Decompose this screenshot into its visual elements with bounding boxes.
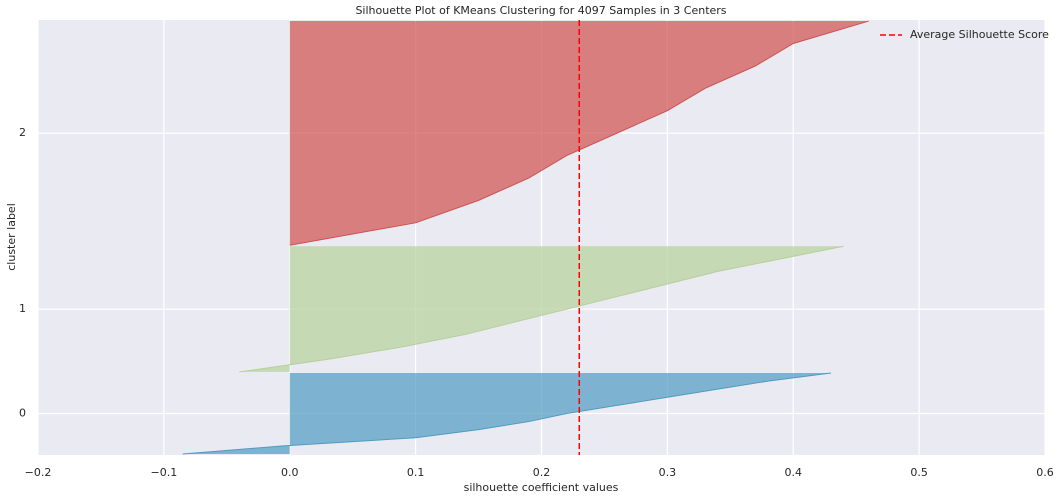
cluster-profile bbox=[239, 245, 844, 373]
y-tick-label: 1 bbox=[19, 302, 26, 315]
x-tick-label: 0.6 bbox=[1036, 466, 1054, 479]
x-tick-label: 0.3 bbox=[659, 466, 677, 479]
cluster-profile bbox=[289, 20, 869, 246]
chart-title: Silhouette Plot of KMeans Clustering for… bbox=[355, 4, 726, 17]
x-tick-label: 0.1 bbox=[407, 466, 425, 479]
x-tick-label: 0.4 bbox=[785, 466, 803, 479]
x-tick-label: 0.5 bbox=[910, 466, 928, 479]
y-tick-label: 0 bbox=[19, 406, 26, 419]
y-tick-label: 2 bbox=[19, 126, 26, 139]
x-axis-label: silhouette coefficient values bbox=[464, 481, 619, 494]
cluster-fill bbox=[182, 372, 832, 454]
x-tick-label: 0.0 bbox=[281, 466, 299, 479]
legend-label: Average Silhouette Score bbox=[910, 28, 1049, 41]
x-tick-label: −0.1 bbox=[151, 466, 178, 479]
x-tick-label: 0.2 bbox=[533, 466, 551, 479]
x-tick-label: −0.2 bbox=[25, 466, 52, 479]
y-axis-label: cluster label bbox=[5, 203, 18, 271]
cluster-profile bbox=[182, 372, 832, 455]
